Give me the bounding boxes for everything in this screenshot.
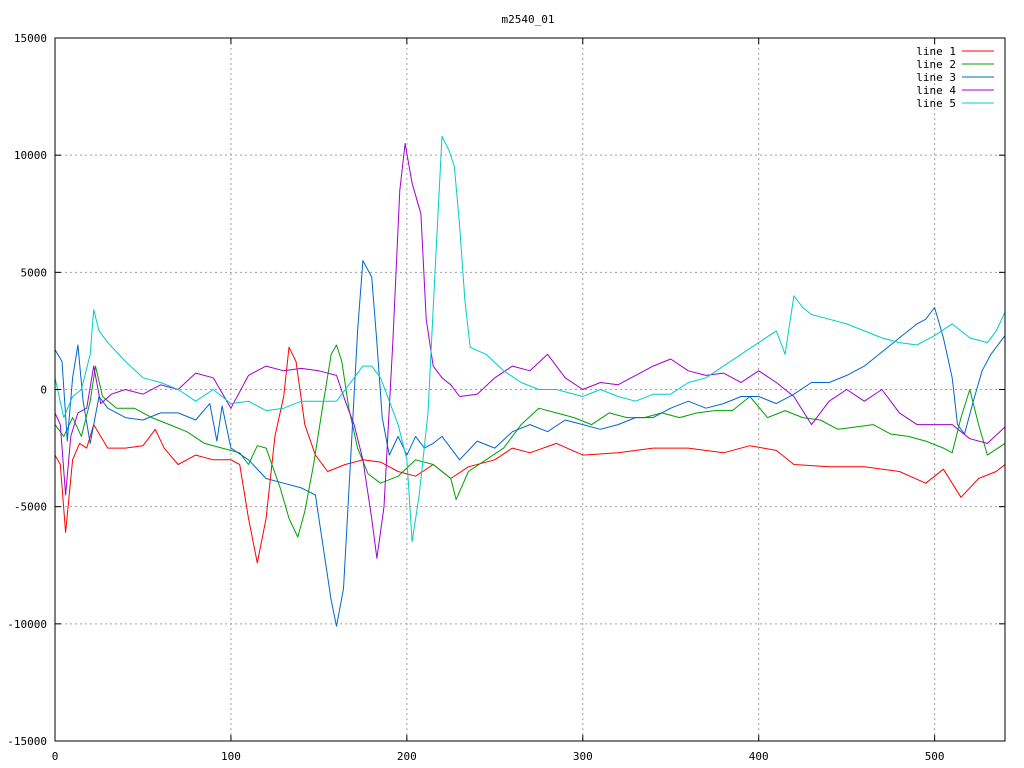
series-line-5: [54, 135, 1006, 543]
chart-title: m2540_01: [502, 13, 555, 26]
x-tick-label: 500: [925, 750, 945, 763]
series-line-3: [54, 260, 1006, 627]
y-tick-label: 10000: [14, 149, 47, 162]
legend-label-4: line 4: [916, 84, 956, 97]
series-line-1: [54, 346, 1006, 564]
axis-ticks: 0 100 200 300 400 500 -15000 -10000 -5000 0 5000 10…: [7, 32, 1005, 763]
y-tick-label: 15000: [14, 32, 47, 45]
x-tick-label: 0: [52, 750, 59, 763]
y-tick-label: 0: [40, 384, 47, 397]
series-line-2: [54, 344, 1006, 538]
legend-label-1: line 1: [916, 45, 956, 58]
y-tick-label: -5000: [14, 501, 47, 514]
legend-label-2: line 2: [916, 58, 956, 71]
series-layer: [54, 135, 1006, 627]
y-tick-label: -10000: [7, 618, 47, 631]
legend-label-5: line 5: [916, 97, 956, 110]
grid-lines: [55, 38, 1005, 741]
x-tick-label: 100: [221, 750, 241, 763]
y-tick-label: 5000: [21, 266, 48, 279]
y-tick-label: -15000: [7, 735, 47, 748]
x-tick-label: 200: [397, 750, 417, 763]
legend-label-3: line 3: [916, 71, 956, 84]
series-line-4: [54, 143, 1006, 559]
x-tick-label: 300: [573, 750, 593, 763]
x-tick-label: 400: [749, 750, 769, 763]
